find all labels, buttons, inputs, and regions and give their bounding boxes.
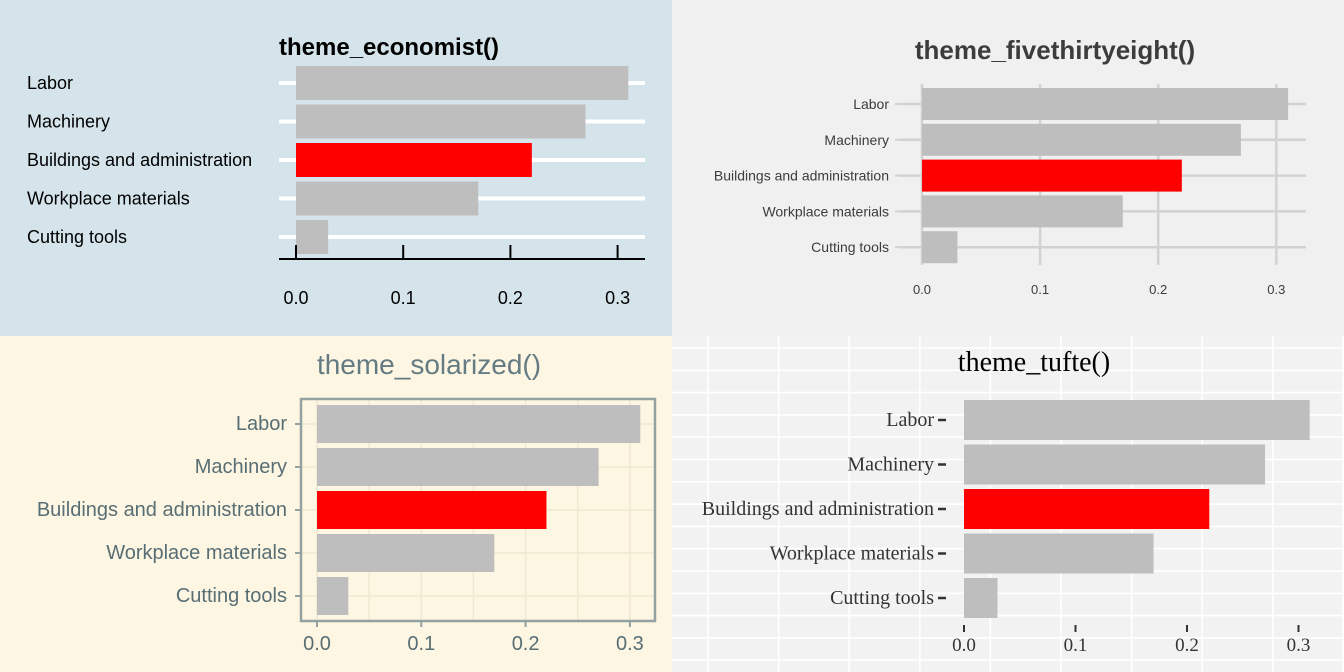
bar-buildings-and-administration: [964, 489, 1210, 529]
bar-labor: [922, 88, 1289, 120]
bar-cutting-tools: [317, 577, 349, 615]
bar-cutting-tools: [964, 578, 998, 618]
theme-tufte-panel: Labor Machinery Buildings and administrati…: [672, 336, 1344, 672]
theme-economist-panel: Labor Machinery Buildings and administrati…: [0, 0, 672, 336]
category-label-cutting-tools: Cutting tools: [830, 587, 934, 609]
x-tick-label: 0.3: [616, 633, 644, 655]
bar-cutting-tools: [296, 220, 329, 254]
bar-machinery: [922, 123, 1241, 156]
category-label-labor: Labor: [886, 409, 934, 431]
theme-fivethirtyeight-panel: Labor Machinery Buildings and administrati…: [672, 0, 1344, 336]
category-label-workplace-materials: Workplace materials: [762, 203, 889, 219]
category-label-workplace-materials: Workplace materials: [770, 543, 935, 565]
category-label-labor: Labor: [853, 96, 889, 112]
x-tick-label: 0.1: [407, 633, 435, 655]
category-label-machinery: Machinery: [195, 456, 287, 478]
category-label-cutting-tools: Cutting tools: [27, 227, 127, 247]
x-tick-label: 0.0: [283, 288, 308, 308]
bar-workplace-materials: [964, 533, 1154, 574]
x-tick-label: 0.2: [512, 633, 540, 655]
x-tick-label: 0.3: [1287, 635, 1311, 656]
chart-title: theme_fivethirtyeight(): [915, 35, 1195, 65]
bar-workplace-materials: [296, 181, 479, 216]
chart-title: theme_tufte(): [958, 347, 1110, 378]
x-tick-label: 0.2: [1149, 282, 1167, 297]
category-label-buildings-and-administration: Buildings and administration: [714, 168, 889, 184]
category-label-machinery: Machinery: [824, 132, 889, 148]
category-label-buildings-and-administration: Buildings and administration: [37, 499, 287, 521]
x-tick-label: 0.1: [1031, 282, 1049, 297]
category-label-buildings-and-administration: Buildings and administration: [27, 150, 252, 170]
bar-buildings-and-administration: [317, 491, 547, 529]
bar-machinery: [964, 444, 1266, 485]
x-tick-label: 0.0: [952, 635, 976, 656]
category-label-labor: Labor: [27, 73, 73, 93]
bar-cutting-tools: [922, 231, 958, 264]
category-label-cutting-tools: Cutting tools: [176, 585, 287, 607]
bar-buildings-and-administration: [922, 159, 1182, 192]
category-label-cutting-tools: Cutting tools: [811, 239, 889, 255]
bar-labor: [296, 66, 629, 100]
x-tick-label: 0.1: [391, 288, 416, 308]
category-label-workplace-materials: Workplace materials: [27, 189, 190, 209]
category-label-machinery: Machinery: [847, 454, 934, 476]
bar-machinery: [317, 448, 599, 486]
bar-labor: [317, 405, 641, 443]
bar-workplace-materials: [922, 195, 1123, 228]
x-tick-label: 0.0: [303, 633, 331, 655]
x-tick-label: 0.2: [1175, 635, 1199, 656]
bar-workplace-materials: [317, 534, 495, 572]
x-tick-label: 0.0: [913, 282, 931, 297]
category-label-machinery: Machinery: [27, 112, 110, 132]
x-tick-label: 0.1: [1064, 635, 1088, 656]
x-tick-label: 0.3: [605, 288, 630, 308]
category-label-workplace-materials: Workplace materials: [106, 542, 287, 564]
x-tick-label: 0.3: [1267, 282, 1285, 297]
chart-title: theme_solarized(): [317, 349, 541, 380]
bar-labor: [964, 400, 1310, 440]
category-label-labor: Labor: [236, 413, 287, 435]
bar-machinery: [296, 104, 586, 139]
bar-buildings-and-administration: [296, 143, 532, 177]
category-label-buildings-and-administration: Buildings and administration: [702, 498, 934, 520]
theme-solarized-panel: Labor Machinery Buildings and administrati…: [0, 336, 672, 672]
x-tick-label: 0.2: [498, 288, 523, 308]
chart-title: theme_economist(): [279, 34, 499, 61]
